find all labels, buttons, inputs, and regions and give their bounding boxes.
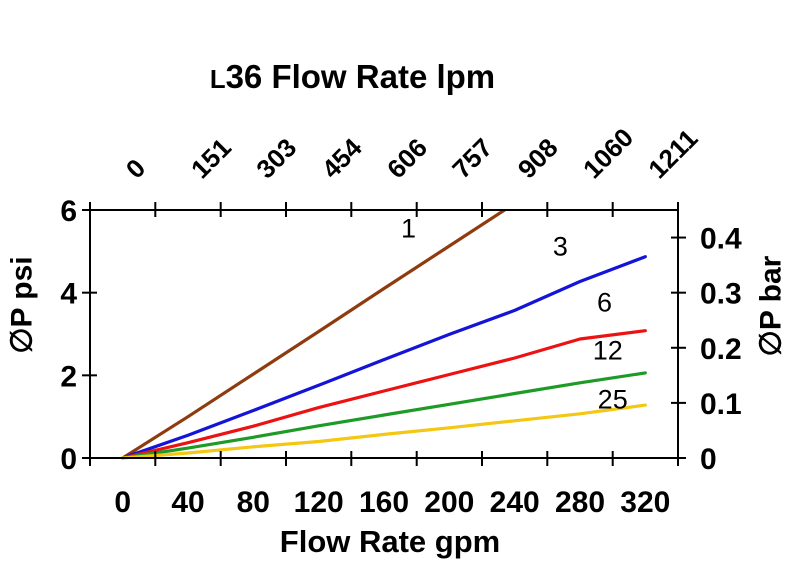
series-group — [121, 210, 647, 460]
series-line-1 — [121, 210, 508, 460]
y-right-tick-label: 0.2 — [700, 333, 742, 366]
y-left-tick-label: 2 — [60, 360, 77, 393]
series-line-6 — [121, 329, 647, 460]
y-left-tick-label: 4 — [60, 278, 77, 311]
y-axis-title-left: ∅P psi — [5, 256, 39, 354]
x-bottom-tick-label: 160 — [359, 486, 409, 519]
y-left-tick-label: 0 — [60, 443, 77, 476]
x-top-tick-label: 757 — [446, 132, 498, 184]
y-right-tick-label: 0.1 — [700, 388, 742, 421]
y-left-tick-label: 6 — [60, 195, 77, 228]
x-bottom-tick-label: 80 — [237, 486, 270, 519]
series-line-3 — [121, 255, 647, 460]
series-label-3: 3 — [553, 231, 568, 261]
x-top-tick-label: 151 — [185, 132, 237, 184]
x-top-tick-label: 908 — [512, 132, 564, 184]
x-bottom-tick-label: 280 — [555, 486, 605, 519]
y-right-tick-label: 0.4 — [700, 223, 742, 256]
x-top-tick-label: 0 — [120, 153, 151, 184]
series-label-6: 6 — [597, 288, 612, 318]
x-bottom-tick-label: 320 — [620, 486, 670, 519]
y-right-tick-label: 0.3 — [700, 278, 742, 311]
x-top-tick-label: 303 — [250, 132, 302, 184]
x-top-tick-label: 1060 — [577, 122, 639, 184]
series-label-1: 1 — [401, 214, 416, 244]
x-axis-title-bottom: Flow Rate gpm — [279, 524, 501, 559]
series-label-25: 25 — [598, 384, 628, 414]
x-top-tick-label: 606 — [381, 132, 433, 184]
x-bottom-tick-label: 200 — [424, 486, 474, 519]
x-bottom-tick-label: 40 — [171, 486, 204, 519]
x-top-tick-label: 454 — [316, 132, 368, 184]
x-bottom-tick-label: 240 — [490, 486, 540, 519]
plot-border — [89, 209, 679, 459]
x-top-tick-label: 1211 — [642, 123, 703, 184]
x-bottom-tick-label: 120 — [294, 486, 344, 519]
x-bottom-tick-label: 0 — [114, 486, 131, 519]
series-label-12: 12 — [593, 336, 623, 366]
y-axis-title-right: ∅P bar — [754, 255, 788, 357]
series-line-12 — [121, 371, 647, 460]
series-line-25 — [121, 403, 647, 460]
y-right-tick-label: 0 — [700, 443, 717, 476]
chart-title: L36 Flow Rate lpm — [209, 58, 496, 95]
